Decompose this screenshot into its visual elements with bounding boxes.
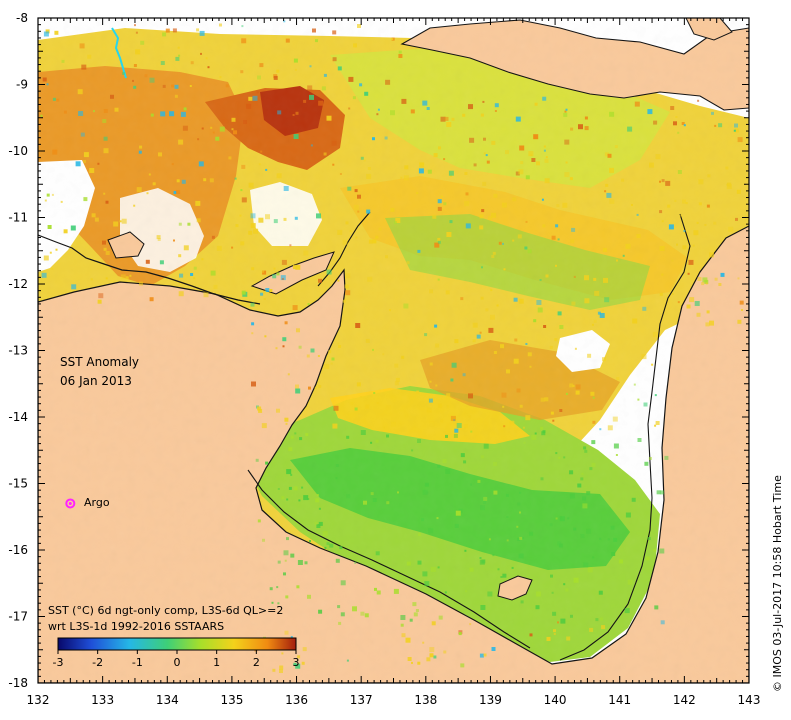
- colorbar-tick-label: -1: [132, 656, 143, 669]
- colorbar-tick-label: 1: [213, 656, 220, 669]
- y-tick-label: -17: [8, 610, 28, 624]
- colorbar-tick-label: 0: [174, 656, 181, 669]
- x-tick-label: 142: [673, 693, 696, 707]
- x-tick-label: 139: [479, 693, 502, 707]
- argo-marker: Argo: [65, 496, 110, 509]
- colorbar: [57, 637, 297, 651]
- y-tick-label: -15: [8, 477, 28, 491]
- x-tick-label: 138: [414, 693, 437, 707]
- y-tick-label: -13: [8, 344, 28, 358]
- y-axis-labels: -8 -9 -10 -11 -12 -13 -14 -15 -16 -17 -18: [8, 11, 28, 690]
- colorbar-tick-label: 3: [293, 656, 300, 669]
- caption-line-1: SST (°C) 6d ngt-only comp, L3S-6d QL>=2: [48, 604, 283, 617]
- x-tick-label: 136: [285, 693, 308, 707]
- y-tick-label: -11: [8, 211, 28, 225]
- y-tick-label: -18: [8, 676, 28, 690]
- x-tick-label: 140: [544, 693, 567, 707]
- colorbar-ticks: [57, 650, 297, 654]
- x-tick-label: 137: [350, 693, 373, 707]
- x-tick-label: 132: [27, 693, 50, 707]
- y-tick-label: -14: [8, 410, 28, 424]
- y-tick-label: -10: [8, 144, 28, 158]
- y-tick-label: -12: [8, 277, 28, 291]
- y-tick-label: -8: [16, 11, 28, 25]
- colorbar-tick-label: 2: [253, 656, 260, 669]
- x-axis-labels: 132 133 134 135 136 137 138 139 140 141 142 143: [27, 693, 761, 707]
- texture-overlay: [38, 18, 749, 683]
- map-title-line-1: SST Anomaly: [60, 355, 139, 369]
- x-tick-label: 133: [91, 693, 114, 707]
- argo-icon-center: [68, 501, 72, 505]
- x-tick-label: 143: [738, 693, 761, 707]
- map-title-line-2: 06 Jan 2013: [60, 374, 132, 388]
- x-tick-label: 141: [608, 693, 631, 707]
- x-axis-ticks: [37, 18, 750, 683]
- colorbar-tick-label: -3: [53, 656, 64, 669]
- y-axis-ticks: [38, 17, 749, 684]
- y-tick-label: -16: [8, 543, 28, 557]
- argo-icon: [65, 498, 76, 509]
- caption-line-2: wrt L3S-1d 1992-2016 SSTAARS: [48, 620, 224, 633]
- x-tick-label: 135: [220, 693, 243, 707]
- y-tick-label: -9: [16, 78, 28, 92]
- colorbar-labels: -3 -2 -1 0 1 2 3: [53, 656, 300, 669]
- x-tick-label: 134: [156, 693, 179, 707]
- plot-area: [38, 18, 749, 683]
- colorbar-tick-label: -2: [92, 656, 103, 669]
- argo-label: Argo: [84, 496, 110, 509]
- credit-text: © IMOS 03-Jul-2017 10:58 Hobart Time: [771, 475, 784, 692]
